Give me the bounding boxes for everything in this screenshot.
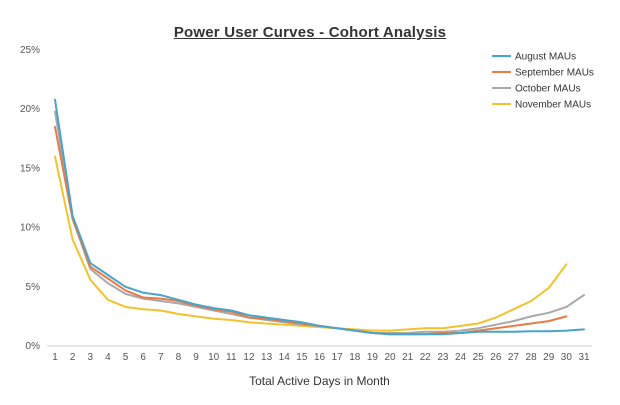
x-tick-label: 3 (87, 352, 93, 363)
x-tick-label: 2 (70, 352, 76, 363)
series-line-august-maus (54, 98, 585, 336)
x-tick-label: 21 (402, 352, 414, 363)
x-tick-label: 26 (490, 352, 502, 363)
legend-label: October MAUs (515, 84, 581, 95)
x-tick-label: 7 (158, 352, 164, 363)
x-tick-label: 19 (367, 352, 379, 363)
x-tick-label: 12 (243, 352, 255, 363)
x-tick-label: 31 (578, 352, 590, 363)
x-tick-label: 29 (543, 352, 555, 363)
x-tick-label: 18 (349, 352, 361, 363)
y-tick-label: 10% (20, 223, 40, 234)
y-tick-label: 5% (26, 282, 41, 293)
series-line-september-maus (54, 126, 568, 336)
legend-label: August MAUs (515, 52, 576, 63)
x-tick-label: 16 (314, 352, 326, 363)
y-axis: 0% 5% 10% 15% 20% 25% (20, 45, 40, 352)
legend-label: September MAUs (515, 68, 594, 79)
x-tick-label: 20 (384, 352, 396, 363)
x-tick-label: 28 (526, 352, 538, 363)
x-tick-label: 15 (296, 352, 308, 363)
x-tick-label: 25 (473, 352, 485, 363)
chart-title: Power User Curves - Cohort Analysis (173, 24, 447, 41)
x-tick-label: 22 (420, 352, 432, 363)
legend-label: November MAUs (515, 100, 591, 111)
y-tick-label: 15% (20, 163, 40, 174)
y-tick-label: 0% (26, 341, 41, 352)
x-tick-label: 5 (123, 352, 129, 363)
x-tick-label: 14 (279, 352, 291, 363)
x-tick-label: 4 (105, 352, 111, 363)
x-tick-label: 17 (332, 352, 344, 363)
x-tick-label: 6 (140, 352, 146, 363)
legend: August MAUs September MAUs October MAUs Nov… (492, 52, 594, 111)
x-tick-label: 13 (261, 352, 273, 363)
y-tick-label: 25% (20, 45, 40, 56)
x-tick-label: 24 (455, 352, 467, 363)
y-tick-label: 20% (20, 104, 40, 115)
x-tick-label: 27 (508, 352, 520, 363)
x-tick-label: 11 (226, 352, 237, 363)
x-axis-title: Total Active Days in Month (249, 374, 390, 388)
series-lines (54, 98, 585, 336)
x-tick-label: 8 (176, 352, 182, 363)
x-tick-label: 30 (561, 352, 573, 363)
x-tick-label: 9 (193, 352, 199, 363)
x-tick-label: 1 (52, 352, 58, 363)
x-tick-label: 23 (437, 352, 449, 363)
series-line-october-maus (54, 110, 585, 334)
x-tick-label: 10 (208, 352, 220, 363)
series-line-november-maus (54, 155, 568, 332)
x-axis: 1 2 3 4 5 6 7 8 9 10 11 12 13 14 15 16 17 18 19 20 21 22 23 24 2… (47, 345, 592, 363)
